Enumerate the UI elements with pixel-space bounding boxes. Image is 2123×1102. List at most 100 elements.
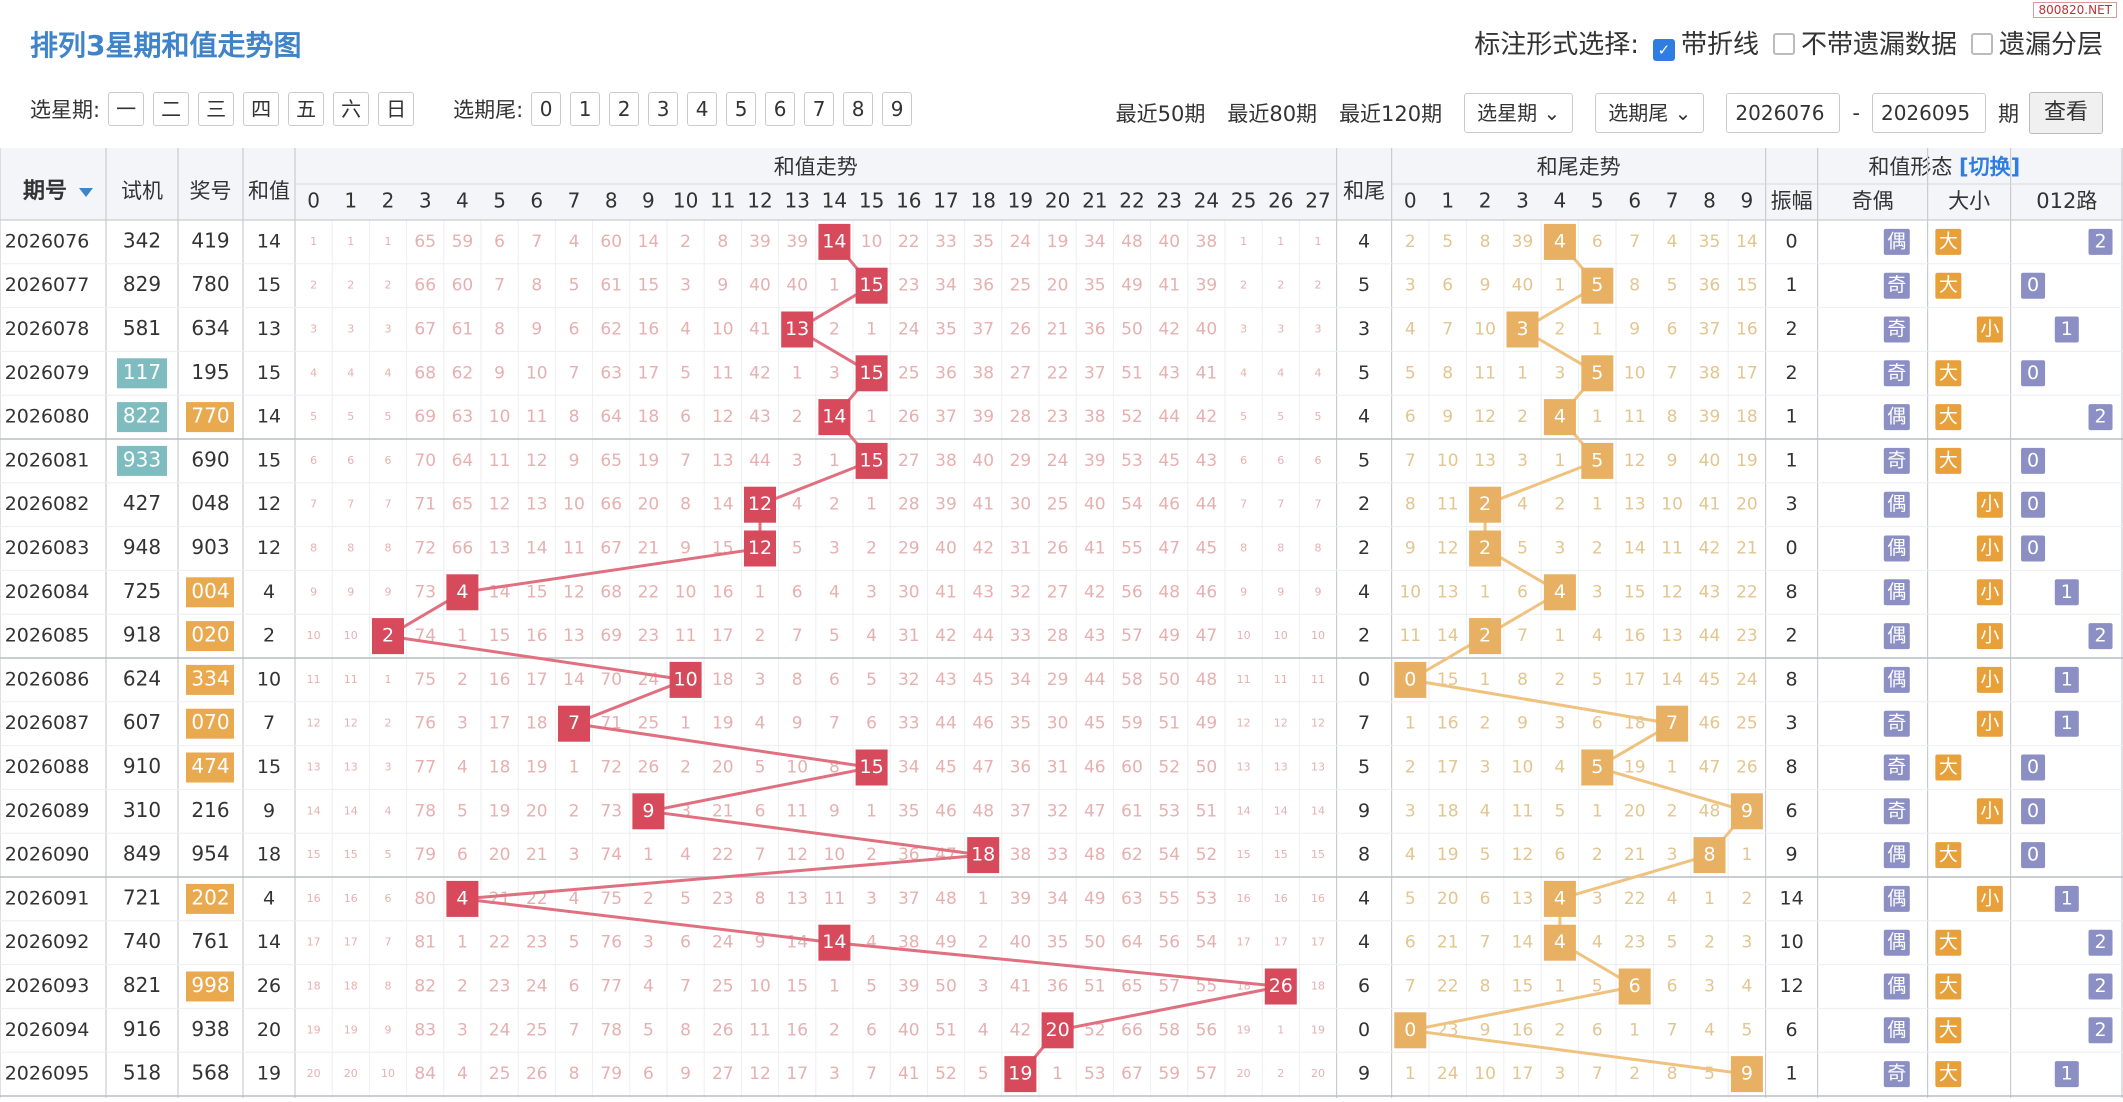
sum-miss-4-22: 52 xyxy=(1121,407,1143,427)
recent-120-link[interactable]: 最近120期 xyxy=(1339,102,1443,126)
sum-miss-10-22: 58 xyxy=(1121,670,1143,690)
tail-miss-7-0: 9 xyxy=(1405,539,1416,559)
option-no-missing[interactable]: 不带遗漏数据 xyxy=(1772,24,1957,61)
sum-miss-14-21: 48 xyxy=(1084,845,1106,865)
sum-miss-6-25: 7 xyxy=(1240,498,1247,511)
sum-miss-14-25: 15 xyxy=(1237,848,1251,861)
tail-miss-7-4: 3 xyxy=(1554,539,1565,559)
tail-pill-9[interactable]: 9 xyxy=(882,92,913,126)
sum-miss-15-25: 16 xyxy=(1237,892,1251,905)
sum-miss-14-3: 79 xyxy=(414,845,436,865)
sum-miss-18-22: 66 xyxy=(1121,1020,1143,1040)
view-button[interactable]: 查看 xyxy=(2028,92,2103,134)
sum-miss-3-25: 4 xyxy=(1240,366,1247,379)
tail-miss-2-6: 9 xyxy=(1629,320,1640,340)
tail-miss-0-3: 39 xyxy=(1512,232,1534,252)
oddeven-box-6 xyxy=(1883,491,1910,518)
tail-ball-7 xyxy=(1469,530,1502,567)
sum-miss-7-18: 42 xyxy=(972,539,994,559)
sum-miss-16-26: 17 xyxy=(1274,936,1288,949)
weekday-pill-6[interactable]: 日 xyxy=(378,92,415,126)
sum-ball-2 xyxy=(781,311,814,348)
tail-pill-6[interactable]: 6 xyxy=(765,92,796,126)
sum-miss-11-6: 18 xyxy=(526,714,548,734)
sum-ball-16 xyxy=(818,924,851,961)
tail-miss-3-2: 11 xyxy=(1474,363,1496,383)
tail-miss-11-9: 25 xyxy=(1736,714,1758,734)
tail-pill-2[interactable]: 2 xyxy=(609,92,640,126)
tail-pill-1[interactable]: 1 xyxy=(570,92,601,126)
checkbox-icon[interactable] xyxy=(1970,33,1993,55)
sum-miss-19-0: 20 xyxy=(307,1067,321,1080)
tail-miss-8-9: 22 xyxy=(1736,582,1758,602)
sum-miss-14-26: 15 xyxy=(1274,848,1288,861)
sum-miss-7-9: 21 xyxy=(638,539,660,559)
sum-miss-10-19: 34 xyxy=(1010,670,1032,690)
sum-miss-12-24: 50 xyxy=(1196,758,1218,778)
oddeven-box-13 xyxy=(1883,798,1910,825)
tail-miss-12-8: 47 xyxy=(1699,758,1721,778)
sum-miss-0-10: 2 xyxy=(680,232,691,252)
weekday-select[interactable]: 选星期 ⌄ xyxy=(1464,93,1574,133)
sum-miss-11-14: 7 xyxy=(829,714,840,734)
tail-pill-5[interactable]: 5 xyxy=(726,92,757,126)
weekday-pill-2[interactable]: 三 xyxy=(198,92,235,126)
tail-miss-18-4: 2 xyxy=(1554,1020,1565,1040)
tail-miss-15-8: 1 xyxy=(1704,889,1715,909)
tail-miss-13-0: 3 xyxy=(1405,801,1416,821)
sum-miss-7-19: 31 xyxy=(1010,539,1032,559)
recent-50-link[interactable]: 最近50期 xyxy=(1115,102,1206,126)
sum-miss-4-17: 37 xyxy=(935,407,957,427)
sum-miss-7-4: 66 xyxy=(452,539,474,559)
option-layer[interactable]: 遗漏分层 xyxy=(1970,24,2103,61)
weekday-pill-4[interactable]: 五 xyxy=(288,92,325,126)
tail-miss-9-4: 1 xyxy=(1554,626,1565,646)
sum-miss-18-17: 51 xyxy=(935,1020,957,1040)
sum-axis-tick-21: 21 xyxy=(1082,189,1107,213)
sum-miss-1-25: 2 xyxy=(1240,279,1247,292)
tail-miss-0-7: 4 xyxy=(1667,232,1678,252)
sum-miss-10-3: 75 xyxy=(414,670,436,690)
page-title: 排列3星期和值走势图 xyxy=(30,29,302,62)
tail-miss-2-9: 16 xyxy=(1736,320,1758,340)
sum-miss-4-9: 18 xyxy=(638,407,660,427)
tail-miss-14-5: 2 xyxy=(1592,845,1603,865)
checkbox-checked-icon[interactable]: ✓ xyxy=(1652,39,1675,61)
sum-miss-6-14: 2 xyxy=(829,495,840,515)
tail-miss-19-8: 5 xyxy=(1704,1064,1715,1084)
tail-miss-3-6: 10 xyxy=(1624,363,1646,383)
issue-to-input[interactable]: 2026095 xyxy=(1871,93,1986,133)
tail-miss-12-7: 1 xyxy=(1667,758,1678,778)
tail-pill-0[interactable]: 0 xyxy=(531,92,562,126)
checkbox-icon[interactable] xyxy=(1772,33,1795,55)
sum-miss-3-8: 63 xyxy=(600,363,622,383)
prize-highlight-4 xyxy=(186,402,234,433)
issue-unit: 期 xyxy=(1997,102,2019,126)
tail-pill-7[interactable]: 7 xyxy=(804,92,835,126)
tail-pill-3[interactable]: 3 xyxy=(648,92,679,126)
sum-miss-6-18: 41 xyxy=(972,495,994,515)
sum-miss-15-18: 1 xyxy=(978,889,989,909)
weekday-pill-0[interactable]: 一 xyxy=(108,92,145,126)
sum-miss-16-10: 6 xyxy=(680,933,691,953)
tail-pill-4[interactable]: 4 xyxy=(687,92,718,126)
sum-miss-9-27: 10 xyxy=(1311,629,1325,642)
weekday-pill-1[interactable]: 二 xyxy=(153,92,190,126)
option-line[interactable]: ✓ 带折线 xyxy=(1652,24,1759,61)
sum-miss-8-11: 16 xyxy=(712,582,734,602)
tail-select[interactable]: 选期尾 ⌄ xyxy=(1595,93,1705,133)
tail-pill-8[interactable]: 8 xyxy=(843,92,874,126)
row-prize-6: 048 xyxy=(191,491,229,515)
recent-80-link[interactable]: 最近80期 xyxy=(1227,102,1318,126)
tail-miss-10-2: 1 xyxy=(1480,670,1491,690)
sum-miss-4-1: 5 xyxy=(347,410,354,423)
header-tail-trend: 和尾走势 xyxy=(1537,155,1621,179)
sum-miss-3-17: 36 xyxy=(935,363,957,383)
sum-miss-16-12: 9 xyxy=(755,933,766,953)
issue-from-input[interactable]: 2026076 xyxy=(1726,93,1841,133)
weekday-pill-5[interactable]: 六 xyxy=(333,92,370,126)
row-route-18: 2 xyxy=(2094,1019,2106,1041)
sum-miss-18-16: 40 xyxy=(898,1020,920,1040)
sum-miss-19-13: 17 xyxy=(786,1064,808,1084)
weekday-pill-3[interactable]: 四 xyxy=(243,92,280,126)
